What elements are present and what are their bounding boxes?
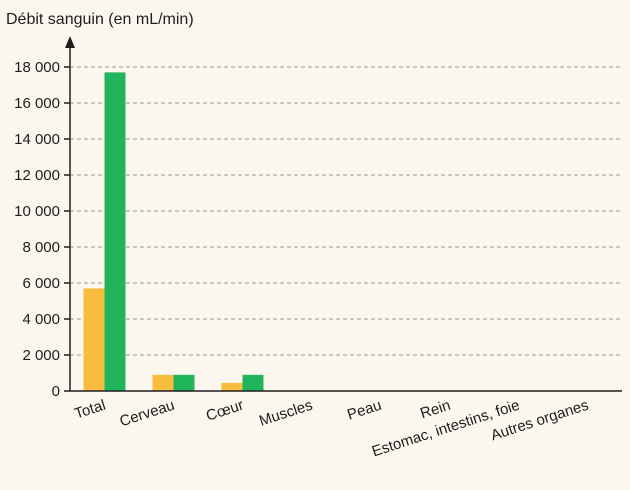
y-tick-label: 18 000 (14, 59, 60, 76)
y-axis-arrow-icon (65, 36, 75, 48)
x-category-label: Peau (345, 397, 384, 424)
y-tick-label: 14 000 (14, 131, 60, 148)
y-tick-label: 4 000 (22, 311, 60, 328)
y-axis-title: Débit sanguin (en mL/min) (6, 11, 194, 28)
x-category-label: Cerveau (118, 397, 177, 431)
bar-cerveau-series-2 (173, 374, 195, 391)
y-tick-label: 10 000 (14, 203, 60, 220)
x-category-label: Cœur (204, 397, 246, 425)
x-category-label: Muscles (257, 397, 315, 430)
x-category-label: Total (72, 397, 107, 423)
y-tick-label: 16 000 (14, 95, 60, 112)
x-axis-category-labels: Total Cerveau Cœur Muscles Peau ReinEstomac, … (72, 397, 590, 461)
y-tick-label: 12 000 (14, 167, 60, 184)
bar-cœur-series-1 (221, 382, 243, 391)
bars (83, 72, 264, 392)
y-tick-label: 6 000 (22, 275, 60, 292)
y-tick-label: 8 000 (22, 239, 60, 256)
bar-total-series-2 (104, 72, 126, 392)
grid-lines (70, 66, 622, 356)
bar-total-series-1 (83, 288, 105, 391)
bar-cerveau-series-1 (152, 374, 174, 391)
axes (65, 36, 622, 392)
y-tick-label: 0 (52, 383, 60, 400)
y-axis-ticks: 0 2 000 4 000 6 000 8 000 10 000 12 000 14 000 1… (14, 59, 70, 400)
bar-cœur-series-2 (242, 374, 264, 391)
y-tick-label: 2 000 (22, 347, 60, 364)
